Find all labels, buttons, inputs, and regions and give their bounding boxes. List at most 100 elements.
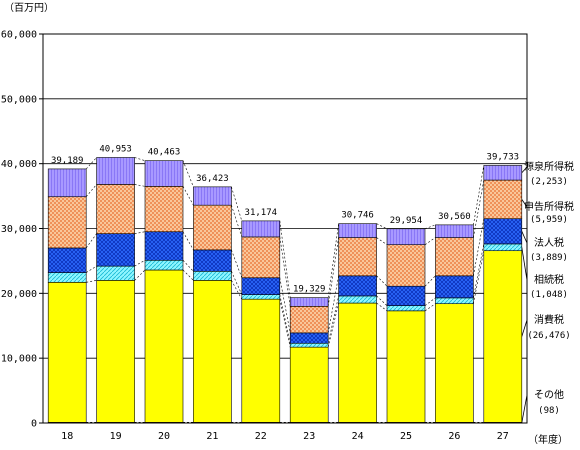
- bar-segment-4: [47, 196, 87, 249]
- bar-segment-4: [96, 184, 135, 234]
- x-tick-label: 26: [448, 431, 460, 442]
- connector-line: [182, 186, 194, 206]
- bar-segment-3: [47, 247, 87, 273]
- bar-segment-3: [96, 233, 135, 267]
- total-label: 19,329: [293, 285, 326, 295]
- y-tick-label: 0: [31, 419, 37, 430]
- bar-segment-5: [386, 228, 426, 246]
- connector-line: [182, 260, 194, 272]
- connector-line: [231, 271, 243, 295]
- bar-segment-4: [241, 236, 281, 279]
- x-tick-label: 18: [61, 431, 73, 442]
- bar-segment-1: [144, 269, 184, 423]
- connector-line: [231, 186, 243, 221]
- bar-segment-3: [289, 332, 329, 344]
- connector-line: [85, 157, 97, 170]
- connector-line: [134, 157, 146, 161]
- connector-line: [473, 180, 485, 238]
- total-label: 36,423: [196, 174, 229, 184]
- legend-leader-line: [521, 319, 528, 337]
- bar-segment-5: [96, 157, 135, 185]
- connector-line: [182, 160, 194, 187]
- total-label: 40,463: [148, 148, 181, 158]
- bar-segment-5: [241, 220, 281, 238]
- bar-segment-1: [241, 298, 281, 423]
- bar-segment-3: [241, 277, 281, 295]
- x-tick-label: 23: [303, 431, 315, 442]
- bar-segment-2: [289, 342, 329, 348]
- connector-line: [279, 236, 291, 307]
- y-tick-label: 30,000: [1, 224, 37, 235]
- legend-leader-line: [521, 394, 528, 423]
- bar-segment-3: [386, 285, 426, 306]
- connector-line: [424, 275, 436, 287]
- bar-segment-1: [193, 280, 232, 423]
- bar-segment-5: [289, 297, 329, 307]
- bar-segment-5: [144, 160, 184, 187]
- connector-line: [182, 269, 194, 281]
- y-tick-label: 20,000: [1, 289, 37, 300]
- connector-line: [231, 280, 243, 300]
- connector-line: [376, 223, 388, 230]
- x-tick-label: 25: [400, 431, 412, 442]
- y-tick-label: 40,000: [1, 159, 37, 170]
- legend-name: 法人税: [534, 236, 564, 249]
- bar-segment-4: [483, 179, 523, 220]
- connector-line: [134, 231, 146, 234]
- connector-line: [86, 280, 97, 283]
- bar-segment-5: [193, 186, 232, 206]
- bar-segment-4: [193, 204, 232, 251]
- legend-value: (2,253): [530, 177, 568, 187]
- legend-value: (98): [538, 406, 560, 416]
- bar-segment-2: [386, 305, 426, 312]
- connector-line: [134, 184, 146, 187]
- connector-line: [279, 220, 291, 298]
- legend-value: (1,048): [530, 290, 568, 300]
- connector-line: [134, 269, 146, 281]
- total-label: 30,746: [341, 211, 374, 221]
- legend-leader-line: [521, 199, 528, 208]
- x-tick-label: 19: [110, 431, 122, 442]
- bar-segment-4: [338, 237, 377, 277]
- bar-segment-1: [435, 303, 474, 423]
- legend-leader-line: [521, 231, 528, 244]
- bar-segment-5: [47, 168, 87, 198]
- total-label: 29,954: [390, 216, 423, 226]
- connector-line: [327, 223, 339, 298]
- bar-segment-3: [435, 275, 474, 299]
- connector-line: [473, 250, 485, 304]
- x-tick-label: 20: [158, 431, 170, 442]
- connector-line: [424, 237, 436, 245]
- connector-line: [86, 265, 97, 273]
- connector-line: [231, 249, 243, 278]
- bar-segment-2: [193, 270, 232, 281]
- x-tick-label: 27: [497, 431, 509, 442]
- connector-line: [231, 205, 243, 238]
- bar-segment-1: [386, 310, 426, 423]
- connector-line: [279, 277, 291, 333]
- connector-line: [327, 275, 339, 333]
- bar-segment-2: [241, 294, 281, 300]
- total-label: 30,560: [438, 212, 471, 222]
- connector-line: [85, 184, 97, 197]
- bar-segment-4: [289, 305, 329, 334]
- legend-value: (5,959): [530, 215, 568, 225]
- connector-line: [327, 237, 339, 307]
- bar-segment-1: [96, 280, 135, 423]
- connector-line: [424, 224, 436, 230]
- bar-segment-4: [435, 237, 474, 277]
- y-tick-label: 10,000: [1, 354, 37, 365]
- legend-name: 申告所得税: [524, 200, 574, 213]
- x-tick-label: 21: [206, 431, 218, 442]
- y-axis-unit: （百万円）: [4, 2, 54, 14]
- legend-leader-line: [521, 166, 528, 174]
- connector-line: [182, 231, 194, 251]
- bar-segment-5: [435, 224, 474, 238]
- x-axis-unit: （年度）: [528, 433, 568, 446]
- connector-line: [279, 299, 291, 348]
- bar-segment-2: [483, 243, 523, 252]
- total-label: 31,174: [245, 208, 278, 218]
- bar-segment-2: [47, 272, 87, 283]
- bar-segment-5: [338, 223, 377, 238]
